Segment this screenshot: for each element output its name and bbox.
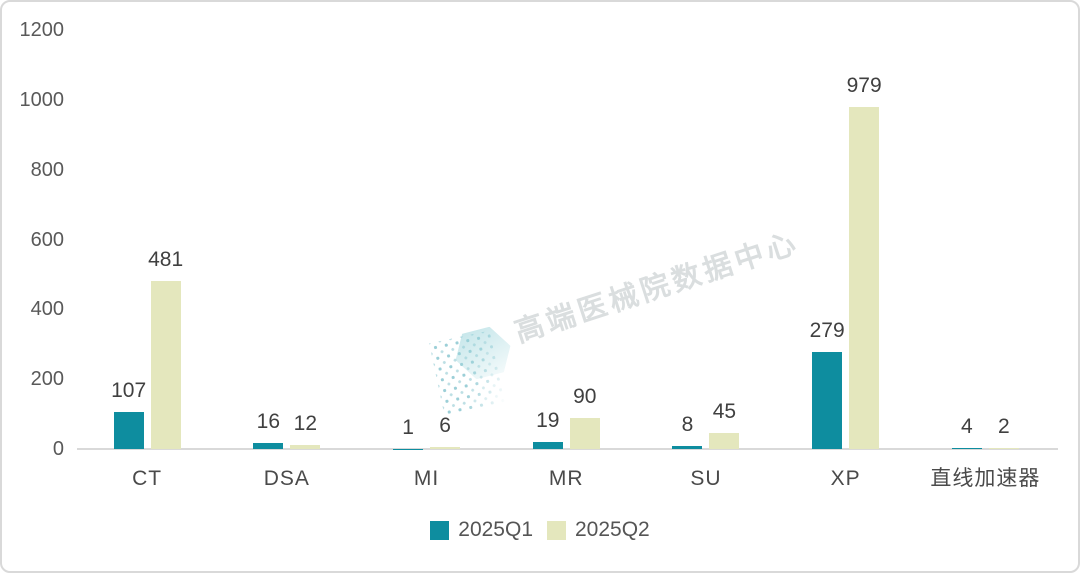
- chart-legend: 2025Q1 2025Q2: [2, 519, 1078, 541]
- bar-value-label: 107: [111, 378, 147, 402]
- bar-直线加速器-2025Q2: [988, 448, 1019, 449]
- bar-value-label: 4: [961, 414, 973, 438]
- x-axis-category-label: MR: [548, 467, 584, 490]
- bar-CT-2025Q1: [113, 411, 144, 449]
- y-axis-tick-label: 1000: [19, 88, 65, 111]
- bar-直线加速器-2025Q1: [951, 447, 982, 449]
- bar-MR-2025Q2: [569, 417, 600, 449]
- legend-swatch-icon: [430, 520, 450, 540]
- bar-MI-2025Q2: [430, 446, 461, 449]
- bar-SU-2025Q1: [672, 446, 703, 449]
- y-axis-tick-label: 400: [30, 298, 64, 321]
- bar-value-label: 12: [293, 411, 318, 435]
- bar-DSA-2025Q2: [290, 444, 321, 449]
- watermark-text: 高端医械院数据中心: [510, 226, 804, 350]
- legend-item-2025Q1: 2025Q1: [430, 519, 533, 541]
- bar-DSA-2025Q1: [253, 443, 284, 449]
- y-axis-tick-label: 1200: [19, 19, 65, 41]
- bar-value-label: 2: [998, 415, 1010, 439]
- y-axis-tick-label: 800: [30, 158, 64, 181]
- bar-value-label: 1: [402, 415, 414, 439]
- bar-value-label: 979: [846, 74, 882, 98]
- x-axis-category-label: DSA: [263, 467, 310, 490]
- bar-value-label: 6: [439, 413, 451, 437]
- bar-value-label: 45: [712, 400, 737, 424]
- legend-swatch-icon: [547, 520, 566, 540]
- bar-value-label: 16: [256, 410, 281, 434]
- bar-MR-2025Q1: [532, 442, 563, 449]
- x-axis-category-label: MI: [413, 467, 440, 490]
- x-axis-category-label: 直线加速器: [930, 467, 1041, 490]
- x-axis-line: [77, 448, 1058, 450]
- bar-CT-2025Q2: [150, 281, 181, 449]
- legend-label: 2025Q2: [575, 518, 650, 541]
- y-axis-tick-label: 600: [30, 228, 64, 251]
- x-axis-category-label: SU: [690, 467, 722, 490]
- x-axis-category-label: CT: [132, 467, 163, 490]
- legend-item-2025Q2: 2025Q2: [547, 519, 650, 541]
- bar-value-label: 279: [809, 318, 845, 342]
- x-axis-category-label: XP: [830, 467, 861, 490]
- bar-SU-2025Q2: [709, 433, 740, 449]
- y-axis-tick-label: 200: [30, 368, 64, 391]
- bar-XP-2025Q1: [812, 351, 843, 449]
- bar-XP-2025Q2: [849, 107, 880, 449]
- legend-label: 2025Q1: [458, 518, 533, 541]
- bar-value-label: 8: [681, 413, 694, 437]
- bar-value-label: 90: [573, 384, 597, 408]
- bar-value-label: 19: [536, 409, 560, 433]
- bar-value-label: 481: [148, 248, 184, 272]
- y-axis-tick-label: 0: [52, 438, 64, 460]
